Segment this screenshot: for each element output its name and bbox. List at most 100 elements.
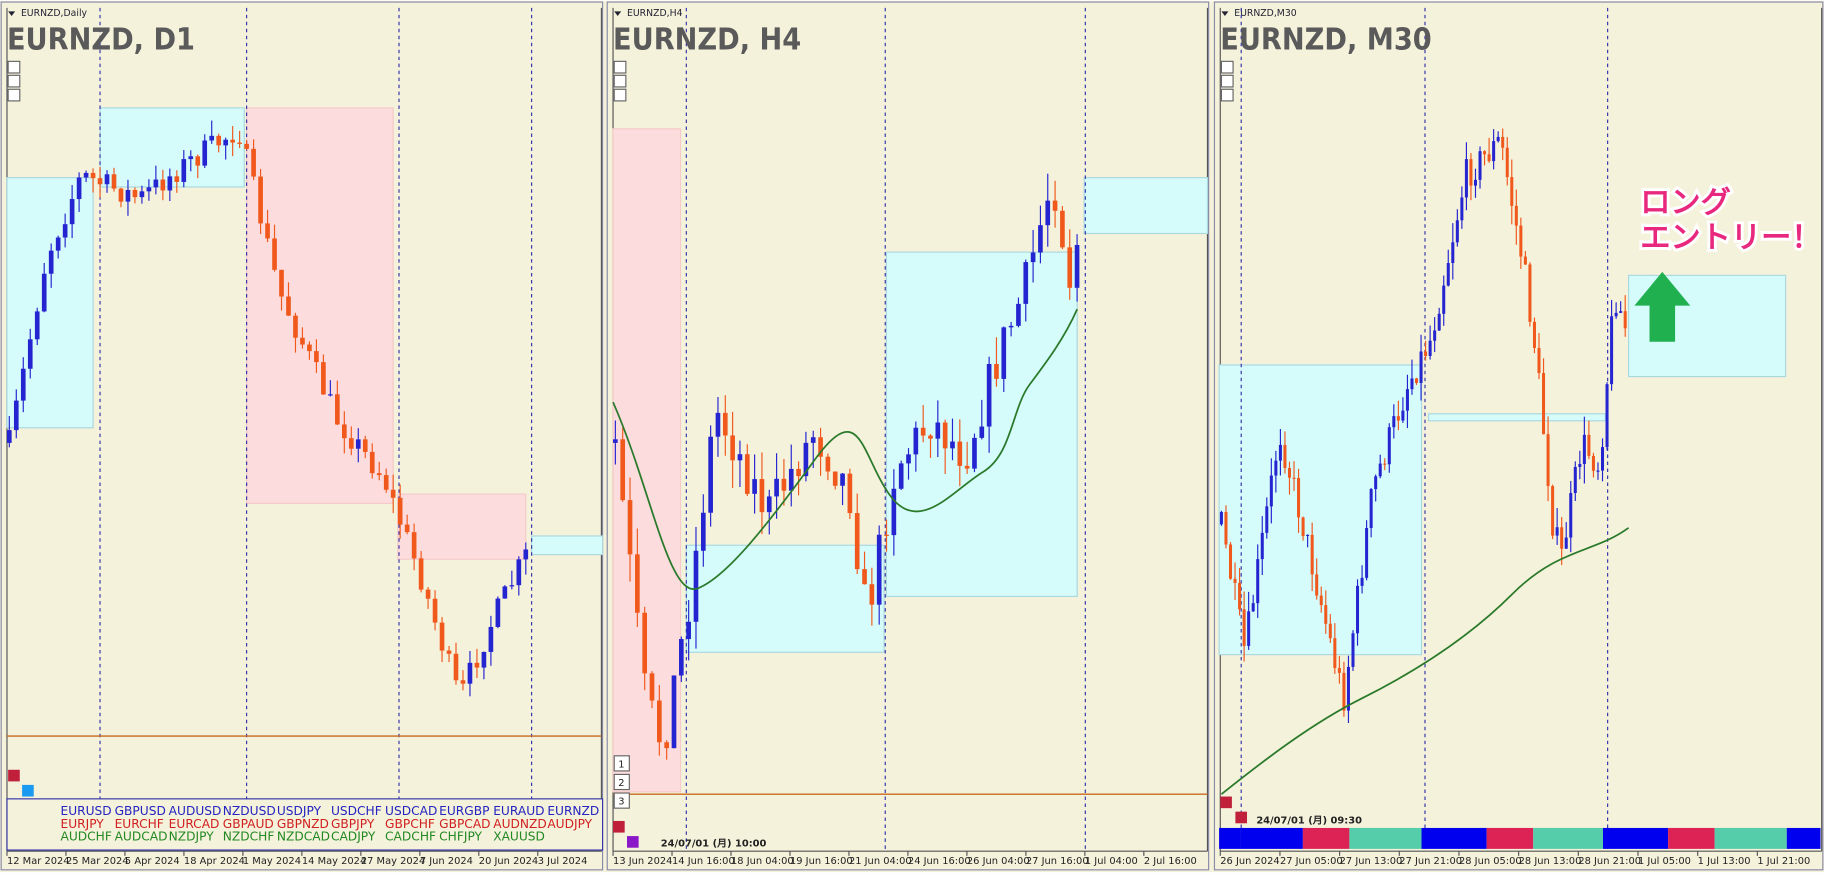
candle-body — [1242, 609, 1246, 646]
symbol-button[interactable]: EURGBP — [439, 804, 489, 818]
candle-body — [825, 456, 831, 472]
scroll-button[interactable] — [1220, 60, 1234, 74]
symbol-button[interactable]: AUDJPY — [547, 817, 592, 831]
session-bar — [1786, 827, 1821, 849]
candle-body — [13, 400, 19, 431]
candle-body — [1519, 225, 1523, 257]
symbol-button[interactable]: EURUSD — [60, 804, 111, 818]
symbol-button[interactable]: GBPCHF — [385, 817, 435, 831]
date-label: 5 Apr 2024 — [125, 856, 180, 867]
panel-close[interactable] — [613, 820, 625, 833]
layer-button[interactable] — [613, 792, 630, 809]
candle-body — [686, 621, 691, 640]
symbol-button[interactable]: AUDNZD — [493, 817, 547, 831]
candle-body — [1405, 389, 1409, 411]
scroll-button[interactable] — [1220, 88, 1234, 102]
candle-body — [62, 224, 68, 238]
candle-body — [1446, 263, 1450, 286]
panel-close[interactable] — [8, 769, 20, 782]
symbol-button[interactable]: GBPCAD — [439, 817, 490, 831]
scroll-button[interactable] — [613, 74, 627, 88]
layer-button-label[interactable]: 3 — [618, 797, 624, 808]
scroll-button[interactable] — [7, 60, 21, 74]
symbol-button[interactable]: EURAUD — [493, 804, 544, 818]
scroll-button[interactable] — [613, 88, 627, 102]
candle-body — [1451, 242, 1455, 264]
symbol-button[interactable]: NZDJPY — [169, 830, 215, 844]
symbol-button[interactable]: GBPJPY — [331, 817, 375, 831]
candle-body — [348, 438, 354, 449]
scroll-button[interactable] — [7, 74, 21, 88]
symbol-button[interactable]: NZDCHF — [223, 830, 275, 844]
symbol-button[interactable]: EURJPY — [60, 817, 104, 831]
symbol-button[interactable]: NZDUSD — [223, 804, 276, 818]
candle-body — [796, 468, 801, 477]
candle-body — [111, 174, 117, 189]
symbol-button[interactable]: XAUUSD — [493, 830, 545, 844]
symbol-button[interactable]: AUDCAD — [115, 830, 168, 844]
panel-btn[interactable] — [1235, 811, 1248, 824]
panel-btn[interactable] — [627, 836, 639, 848]
symbol-button[interactable]: EURCHF — [115, 817, 164, 831]
layer-button[interactable] — [613, 755, 630, 772]
scroll-button[interactable] — [613, 60, 627, 74]
symbol-button[interactable]: EURCAD — [169, 817, 220, 831]
candle-body — [1596, 470, 1600, 472]
symbol-button[interactable]: GBPUSD — [115, 804, 166, 818]
session-bar — [1714, 827, 1787, 849]
candle-body — [1582, 434, 1586, 464]
candle-body — [1346, 666, 1350, 711]
candle-body — [1473, 179, 1477, 186]
candle-body — [869, 584, 875, 605]
candle-body — [1023, 262, 1029, 304]
date-label: 13 Jun 2024 — [613, 856, 672, 867]
window-frame — [1213, 1, 1824, 871]
symbol-button[interactable]: CHFJPY — [439, 830, 482, 844]
candle-body — [425, 589, 431, 599]
layer-button-label[interactable]: 1 — [618, 759, 624, 770]
candle-body — [1060, 210, 1065, 248]
candle-body — [1274, 460, 1278, 476]
symbol-button[interactable]: USDCAD — [385, 804, 437, 818]
symbol-button[interactable]: AUDUSD — [169, 804, 222, 818]
date-label: 28 Jun 13:00 — [1519, 856, 1582, 867]
candle-body — [83, 172, 89, 178]
candle-body — [230, 139, 235, 143]
candle-body — [1219, 512, 1223, 525]
candle-body — [1442, 285, 1446, 314]
panel-close[interactable] — [1220, 796, 1232, 809]
candle-body — [97, 178, 103, 185]
candle-body — [55, 237, 61, 251]
candle-body — [1419, 351, 1423, 383]
scroll-button[interactable] — [7, 88, 21, 102]
candle-body — [1342, 672, 1346, 711]
symbol-button[interactable]: GBPNZD — [277, 817, 329, 831]
candle-body — [1437, 313, 1441, 331]
layer-button-label[interactable]: 2 — [618, 778, 624, 789]
candle-body — [1251, 603, 1255, 612]
symbol-button[interactable]: GBPAUD — [223, 817, 274, 831]
symbol-button[interactable]: CADJPY — [331, 830, 376, 844]
symbol-button[interactable]: USDJPY — [277, 804, 322, 818]
candle-body — [1424, 351, 1428, 356]
candle-body — [715, 412, 721, 437]
candle-body — [390, 489, 396, 498]
candle-body — [678, 639, 684, 676]
symbol-button[interactable]: CADCHF — [385, 830, 436, 844]
symbol-button[interactable]: USDCHF — [331, 804, 382, 818]
candle-body — [1045, 200, 1051, 226]
candle-body — [1478, 151, 1482, 180]
scroll-button[interactable] — [1220, 74, 1234, 88]
symbol-button[interactable]: AUDCHF — [60, 830, 111, 844]
layer-button[interactable] — [613, 773, 630, 791]
candle-body — [1067, 247, 1073, 288]
candle-body — [1501, 136, 1505, 148]
symbol-button[interactable]: NZDCAD — [277, 830, 330, 844]
symbol-button[interactable]: EURNZD — [547, 804, 599, 818]
candle-body — [335, 394, 340, 425]
candle-body — [1487, 154, 1491, 162]
candle-body — [1324, 605, 1328, 624]
candle-body — [1464, 159, 1468, 198]
panel-btn[interactable] — [22, 784, 34, 797]
